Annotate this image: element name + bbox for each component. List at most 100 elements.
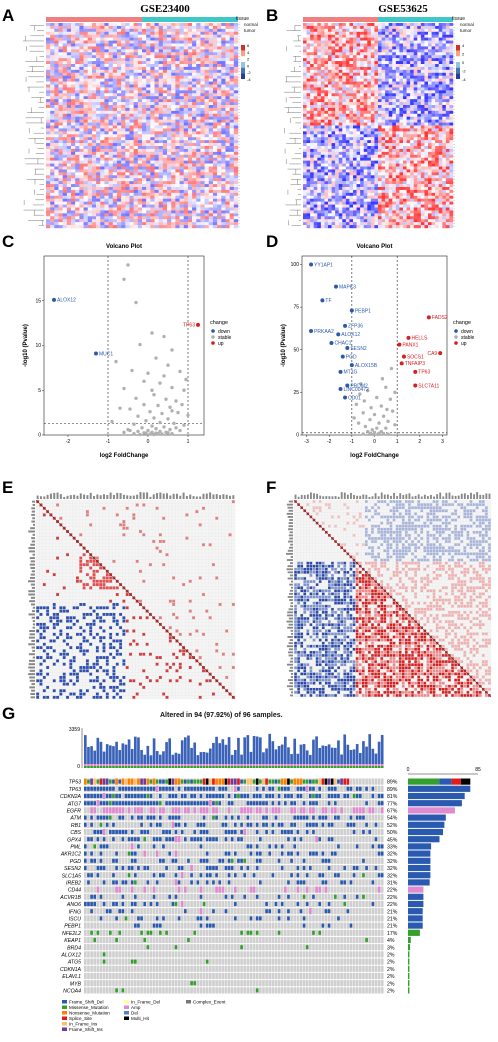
heatmap-cell xyxy=(116,222,122,226)
heatmap-cell xyxy=(225,58,230,62)
heatmap-cell xyxy=(83,198,88,202)
heatmap-cell xyxy=(108,25,113,30)
heatmap-cell xyxy=(349,25,354,30)
heatmap-cell xyxy=(83,151,88,155)
heatmap-cell xyxy=(431,43,436,47)
heatmap-cell xyxy=(83,119,88,123)
heatmap-cell xyxy=(192,137,197,141)
heatmap-cell xyxy=(46,192,51,196)
heatmap-cell xyxy=(171,204,176,208)
heatmap-cell xyxy=(331,107,336,112)
heatmap-cell xyxy=(137,69,143,73)
heatmap-cell xyxy=(200,31,205,35)
heatmap-cell xyxy=(233,55,239,59)
heatmap-cell xyxy=(417,40,422,44)
heatmap-cell xyxy=(137,90,143,94)
heatmap-cell xyxy=(125,31,130,35)
heatmap-cell xyxy=(142,90,147,94)
heatmap-cell xyxy=(83,28,88,32)
heatmap-cell xyxy=(310,90,314,94)
heatmap-cell xyxy=(129,160,134,164)
heatmap-cell xyxy=(435,75,439,79)
heatmap-cell xyxy=(154,225,159,229)
heatmap-cell xyxy=(112,222,118,226)
heatmap-cell xyxy=(100,137,105,141)
heatmap-cell xyxy=(183,140,189,144)
heatmap-cell xyxy=(125,105,130,109)
heatmap-cell xyxy=(310,131,314,135)
heatmap-cell xyxy=(116,154,122,158)
heatmap-cell xyxy=(87,137,93,141)
heatmap-cell xyxy=(317,28,322,32)
heatmap-cell xyxy=(196,105,201,109)
heatmap-cell xyxy=(212,204,218,208)
heatmap-cell xyxy=(378,43,382,47)
heatmap-cell xyxy=(58,187,63,191)
heatmap-cell xyxy=(83,75,88,79)
heatmap-cell xyxy=(221,87,226,91)
heatmap-cell xyxy=(146,75,151,79)
heatmap-cell xyxy=(212,151,218,155)
heatmap-cell xyxy=(129,198,134,202)
heatmap-cell xyxy=(66,119,72,123)
heatmap-cell xyxy=(171,46,176,50)
heatmap-cell xyxy=(338,107,343,112)
heatmap-cell xyxy=(306,122,311,126)
heatmap-cell xyxy=(360,34,364,38)
heatmap-cell xyxy=(137,192,143,196)
heatmap-cell xyxy=(392,52,397,56)
heatmap-cell xyxy=(66,222,72,226)
heatmap-cell xyxy=(50,160,55,164)
heatmap-cell xyxy=(360,125,364,129)
heatmap-cell xyxy=(162,34,168,38)
heatmap-cell xyxy=(225,172,230,176)
heatmap-cell xyxy=(378,105,382,109)
heatmap-cell xyxy=(200,52,205,56)
heatmap-cell xyxy=(392,55,397,59)
heatmap-cell xyxy=(129,128,134,132)
heatmap-cell xyxy=(187,58,193,62)
heatmap-cell xyxy=(363,28,368,32)
heatmap-cell xyxy=(385,52,389,56)
heatmap-cell xyxy=(75,116,80,120)
heatmap-cell xyxy=(217,49,222,53)
heatmap-cell xyxy=(331,78,336,82)
heatmap-cell xyxy=(424,34,429,38)
heatmap-cell xyxy=(175,52,180,56)
heatmap-cell xyxy=(83,163,88,167)
heatmap-cell xyxy=(306,84,311,88)
heatmap-cell xyxy=(360,122,364,126)
heatmap-cell xyxy=(424,122,429,126)
heatmap-cell xyxy=(403,69,407,73)
heatmap-cell xyxy=(75,90,80,94)
heatmap-cell xyxy=(428,52,432,56)
heatmap-cell xyxy=(129,195,134,199)
heatmap-cell xyxy=(363,119,368,123)
heatmap-cell xyxy=(104,64,109,68)
heatmap-cell xyxy=(388,52,393,56)
heatmap-cell xyxy=(108,160,113,164)
heatmap-cell xyxy=(108,110,113,114)
heatmap-cell xyxy=(46,99,51,103)
heatmap-cell xyxy=(225,204,230,208)
heatmap-cell xyxy=(345,105,350,109)
heatmap-cell xyxy=(54,137,59,141)
heatmap-cell xyxy=(217,125,222,129)
heatmap-cell xyxy=(75,148,80,153)
heatmap-cell xyxy=(225,49,230,53)
heatmap-cell xyxy=(116,99,122,103)
heatmap-cell xyxy=(171,134,176,138)
heatmap-cell xyxy=(385,113,389,117)
heatmap-cell xyxy=(162,75,168,79)
heatmap-cell xyxy=(121,178,126,182)
heatmap-cell xyxy=(104,201,109,205)
heatmap-cell xyxy=(385,105,389,109)
heatmap-cell xyxy=(313,78,318,82)
heatmap-cell xyxy=(125,72,130,76)
heatmap-cell xyxy=(183,102,189,106)
heatmap-cell xyxy=(406,69,411,73)
heatmap-cell xyxy=(116,181,122,185)
heatmap-cell xyxy=(217,213,222,217)
heatmap-cell xyxy=(66,166,72,170)
heatmap-cell xyxy=(208,198,214,202)
